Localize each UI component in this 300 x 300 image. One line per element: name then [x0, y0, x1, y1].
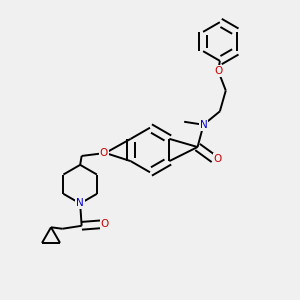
Text: O: O [214, 66, 223, 76]
Text: O: O [213, 154, 222, 164]
Text: O: O [101, 219, 109, 229]
Text: N: N [200, 120, 207, 130]
Text: N: N [76, 199, 84, 208]
Text: O: O [100, 148, 108, 158]
